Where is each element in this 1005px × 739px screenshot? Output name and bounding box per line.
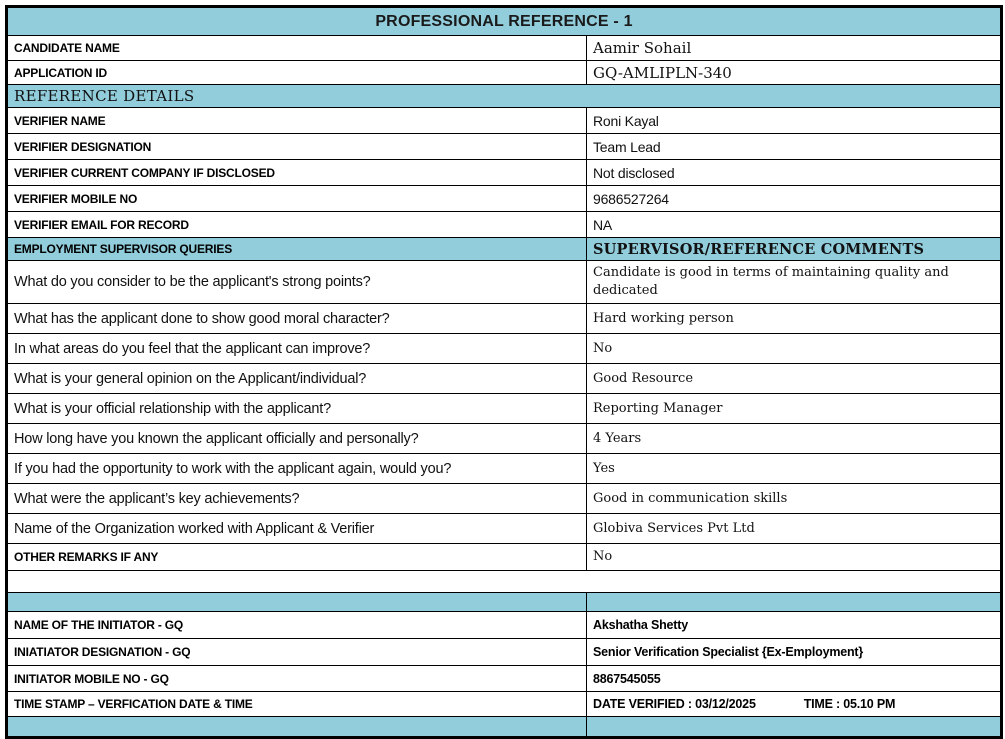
- timestamp-time: TIME : 05.10 PM: [803, 697, 896, 711]
- candidate-name-value: Aamir Sohail: [585, 35, 1003, 61]
- answer-official-relationship: Reporting Manager: [585, 393, 1003, 424]
- verifier-designation-label: VERIFIER DESIGNATION: [6, 133, 587, 160]
- answer-general-opinion: Good Resource: [585, 363, 1003, 394]
- question-organization: Name of the Organization worked with App…: [6, 513, 587, 544]
- professional-reference-table: PROFESSIONAL REFERENCE - 1 CANDIDATE NAM…: [5, 5, 1004, 739]
- verifier-name-label: VERIFIER NAME: [6, 107, 587, 134]
- qa-row: If you had the opportunity to work with …: [6, 453, 1003, 484]
- initiator-name-value: Akshatha Shetty: [585, 611, 1003, 639]
- answer-moral-character: Hard working person: [585, 303, 1003, 334]
- blue-band-right: [585, 592, 1003, 612]
- initiator-designation-value: Senior Verification Specialist {Ex-Emplo…: [585, 638, 1003, 666]
- blue-footer-right: [585, 716, 1003, 738]
- application-id-label: APPLICATION ID: [6, 60, 587, 85]
- verifier-email-label: VERIFIER EMAIL FOR RECORD: [6, 211, 587, 238]
- verifier-company-label: VERIFIER CURRENT COMPANY IF DISCLOSED: [6, 159, 587, 186]
- question-official-relationship: What is your official relationship with …: [6, 393, 587, 424]
- verifier-mobile-label: VERIFIER MOBILE NO: [6, 185, 587, 212]
- question-key-achievements: What were the applicant’s key achievemen…: [6, 483, 587, 514]
- answer-work-again: Yes: [585, 453, 1003, 484]
- queries-header-right: SUPERVISOR/REFERENCE COMMENTS: [585, 237, 1003, 261]
- qa-row: In what areas do you feel that the appli…: [6, 333, 1003, 364]
- question-how-long-known: How long have you known the applicant of…: [6, 423, 587, 454]
- answer-improve: No: [585, 333, 1003, 364]
- qa-row: What is your general opinion on the Appl…: [6, 363, 1003, 394]
- question-general-opinion: What is your general opinion on the Appl…: [6, 363, 587, 394]
- timestamp-date: DATE VERIFIED : 03/12/2025: [593, 697, 756, 711]
- application-id-value: GQ-AMLIPLN-340: [585, 60, 1003, 85]
- verifier-designation-value: Team Lead: [585, 133, 1003, 160]
- verifier-name-value: Roni Kayal: [585, 107, 1003, 134]
- answer-strong-points: Candidate is good in terms of maintainin…: [585, 260, 1003, 304]
- qa-row: How long have you known the applicant of…: [6, 423, 1003, 454]
- question-improve: In what areas do you feel that the appli…: [6, 333, 587, 364]
- question-work-again: If you had the opportunity to work with …: [6, 453, 587, 484]
- candidate-name-label: CANDIDATE NAME: [6, 35, 587, 61]
- qa-row: Name of the Organization worked with App…: [6, 513, 1003, 544]
- queries-header-left: EMPLOYMENT SUPERVISOR QUERIES: [6, 237, 587, 261]
- qa-row: What is your official relationship with …: [6, 393, 1003, 424]
- qa-row: What do you consider to be the applicant…: [6, 260, 1003, 304]
- empty-spacer-row: [5, 570, 1003, 593]
- initiator-mobile-label: INITIATOR MOBILE NO - GQ: [6, 665, 587, 692]
- blue-footer-left: [6, 716, 587, 738]
- blue-band-row: [6, 716, 1003, 738]
- qa-row: What were the applicant’s key achievemen…: [6, 483, 1003, 514]
- reference-details-header: REFERENCE DETAILS: [5, 84, 1003, 108]
- timestamp-label: TIME STAMP – VERFICATION DATE & TIME: [6, 691, 587, 717]
- verifier-company-value: Not disclosed: [585, 159, 1003, 186]
- form-title: PROFESSIONAL REFERENCE - 1: [5, 6, 1003, 36]
- verifier-email-value: NA: [585, 211, 1003, 238]
- blue-band-left: [6, 592, 587, 612]
- answer-organization: Globiva Services Pvt Ltd: [585, 513, 1003, 544]
- verifier-mobile-value: 9686527264: [585, 185, 1003, 212]
- initiator-name-label: NAME OF THE INITIATOR - GQ: [6, 611, 587, 639]
- initiator-mobile-value: 8867545055: [585, 665, 1003, 692]
- other-remarks-value: No: [585, 543, 1003, 571]
- timestamp-value: DATE VERIFIED : 03/12/2025 TIME : 05.10 P…: [585, 691, 1003, 717]
- answer-key-achievements: Good in communication skills: [585, 483, 1003, 514]
- other-remarks-label: OTHER REMARKS IF ANY: [6, 543, 587, 571]
- qa-row: What has the applicant done to show good…: [6, 303, 1003, 334]
- initiator-designation-label: INIATIATOR DESIGNATION - GQ: [6, 638, 587, 666]
- answer-how-long-known: 4 Years: [585, 423, 1003, 454]
- question-strong-points: What do you consider to be the applicant…: [6, 260, 587, 304]
- question-moral-character: What has the applicant done to show good…: [6, 303, 587, 334]
- blue-band-row: [6, 592, 1003, 612]
